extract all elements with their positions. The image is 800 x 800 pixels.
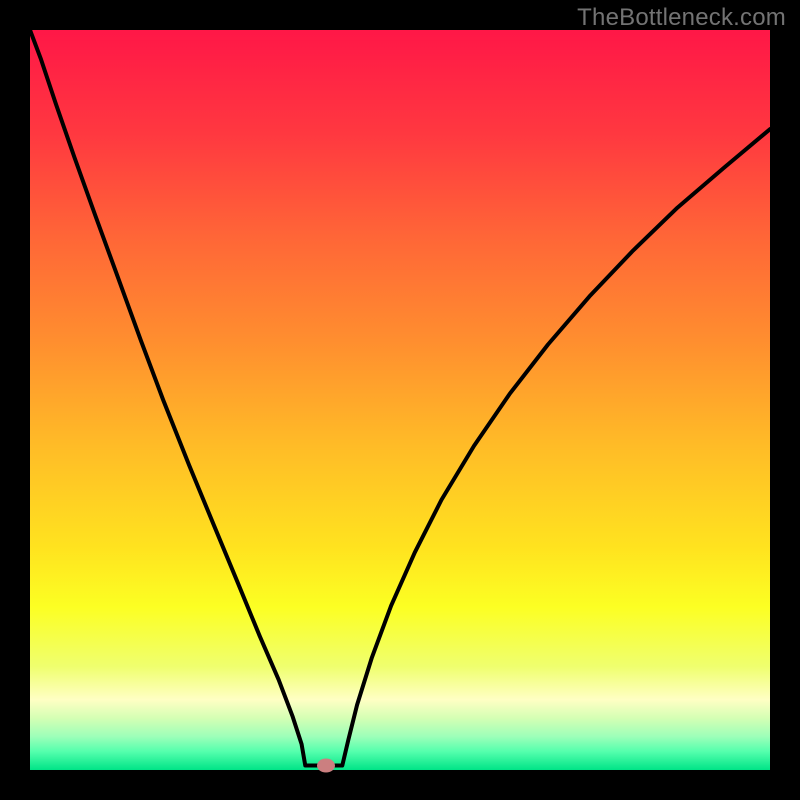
watermark-text: TheBottleneck.com bbox=[577, 4, 786, 32]
chart-frame: TheBottleneck.com bbox=[0, 0, 800, 800]
optimum-marker bbox=[317, 759, 335, 773]
plot-background bbox=[30, 30, 770, 770]
chart-svg bbox=[0, 0, 800, 800]
